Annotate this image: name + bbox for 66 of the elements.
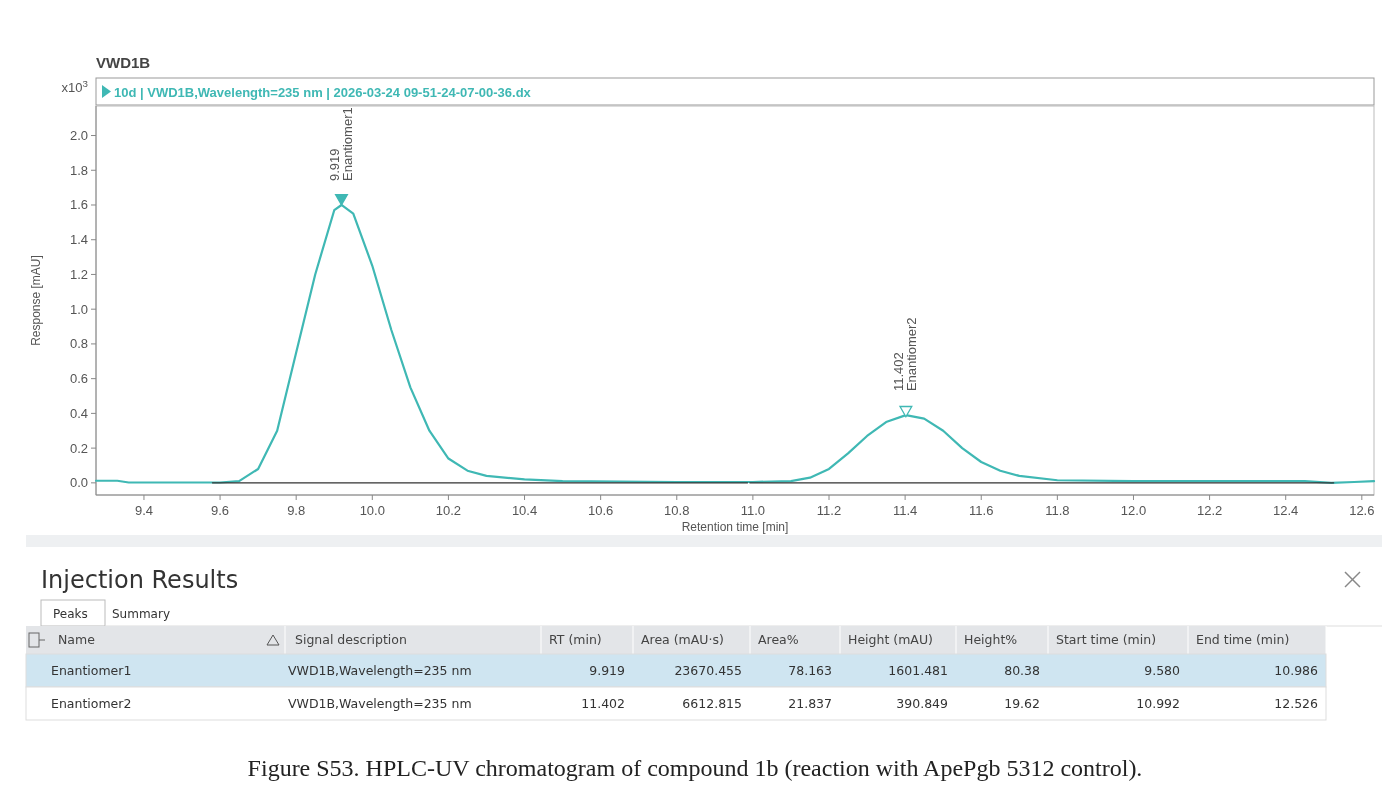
category-label: Area (mAU·s)	[641, 632, 724, 647]
x-axis-title: Retention time [min]	[681, 520, 789, 534]
legend-label: 10d | VWD1B,Wavelength=235 nm | 2026-03-24 09-51-24-07-00-36.dx	[114, 85, 532, 100]
category-label: End time (min)	[1196, 632, 1290, 647]
x-tick-label: 10.0	[359, 503, 385, 518]
y-tick-label: 1.4	[69, 232, 88, 248]
y-tick-label: 1.2	[69, 266, 88, 282]
text: 80.38	[1004, 663, 1041, 678]
text: 11.402	[581, 696, 625, 711]
y-tick-label: 1.0	[69, 301, 88, 317]
annotation: 9.919 Enantiomer1	[326, 107, 355, 181]
x-tick-label: 9.6	[211, 503, 230, 518]
caption: Figure S53. HPLC-UV chromatogram of compound 1b (reaction with ApePgb 5312 control).	[247, 755, 1143, 781]
text: 10.986	[1274, 663, 1319, 678]
x-tick-label: 11.6	[969, 503, 994, 518]
y-tick-label: 2.0	[69, 128, 88, 144]
text: Peaks	[53, 607, 88, 621]
y-tick-label: 1.8	[69, 162, 88, 178]
y-tick-label: 0.6	[69, 371, 88, 387]
y-tick-label: 0.0	[69, 475, 88, 491]
x-tick-label: 10.4	[511, 503, 538, 518]
annotation: 11.402 Enantiomer2	[891, 317, 920, 392]
x-tick-label: 11.2	[816, 503, 842, 518]
x-tick-label: 10.8	[664, 503, 690, 518]
x-tick-label: 10.2	[435, 503, 462, 518]
text: 10.992	[1136, 696, 1180, 711]
text: Enantiomer2	[51, 696, 132, 711]
x-tick-label: 12.0	[1120, 503, 1147, 518]
text: Summary	[112, 607, 170, 621]
category-label: Signal description	[295, 632, 407, 647]
x-tick-label: 12.6	[1349, 503, 1375, 518]
x-tick-label: 9.8	[287, 503, 306, 518]
text: 9.580	[1144, 663, 1181, 678]
text: 390.849	[896, 696, 949, 711]
category-label: RT (min)	[549, 632, 602, 647]
text: 23670.455	[674, 663, 742, 678]
category-label: Height%	[964, 632, 1018, 647]
x-tick-label: 12.2	[1196, 503, 1223, 518]
text: 12.526	[1274, 696, 1319, 711]
y-tick-label: 0.2	[69, 440, 88, 456]
x-tick-label: 11.0	[740, 503, 766, 518]
category-label: Height (mAU)	[848, 632, 933, 647]
category-label: Start time (min)	[1056, 632, 1157, 647]
y-tick-label: 0.4	[69, 405, 88, 421]
category-label: Name	[58, 632, 96, 647]
x-tick-label: 12.4	[1273, 503, 1299, 518]
text: 78.163	[788, 663, 832, 678]
x-tick-label: 11.4	[892, 503, 918, 518]
x-tick-label: 11.8	[1045, 503, 1070, 518]
text: Enantiomer1	[51, 663, 132, 678]
category-label: Area%	[758, 632, 799, 647]
text: VWD1B,Wavelength=235 nm	[288, 696, 472, 711]
chart-title: VWD1B	[96, 54, 151, 71]
x-tick-label: 10.6	[588, 503, 614, 518]
text: 19.62	[1004, 696, 1040, 711]
text: Injection Results	[41, 566, 239, 594]
text: VWD1B,Wavelength=235 nm	[288, 663, 472, 678]
text: 9.919	[589, 663, 626, 678]
y-axis-title: Response [mAU]	[29, 255, 43, 346]
text: 1601.481	[888, 663, 948, 678]
text: x10$^{3}$	[61, 77, 88, 95]
y-tick-label: 1.6	[69, 197, 88, 213]
text: 21.837	[788, 696, 832, 711]
text: 6612.815	[682, 696, 742, 711]
x-tick-label: 9.4	[134, 503, 153, 518]
y-tick-label: 0.8	[69, 336, 88, 352]
